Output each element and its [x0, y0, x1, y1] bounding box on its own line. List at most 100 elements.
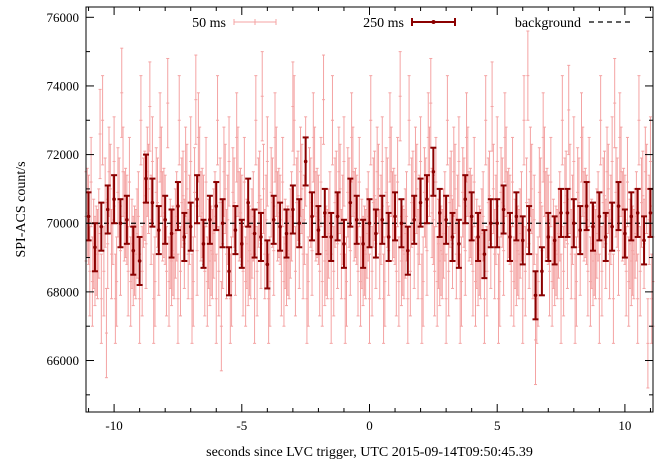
- 250ms-point: [85, 191, 92, 242]
- 250ms-point: [570, 198, 577, 249]
- 50ms-point: [231, 147, 235, 238]
- legend-item: 50 ms: [192, 16, 277, 31]
- 50ms-point: [176, 253, 180, 344]
- 250ms-point: [596, 191, 603, 242]
- 50ms-point: [637, 75, 641, 166]
- 250ms-point: [245, 177, 252, 228]
- 250ms-point: [270, 194, 277, 245]
- 250ms-point: [347, 177, 354, 228]
- 250ms-point: [251, 208, 258, 259]
- 50ms-point: [216, 75, 220, 166]
- 250ms-point: [385, 211, 392, 262]
- 250ms-point: [283, 208, 290, 259]
- 250ms-point: [232, 205, 239, 256]
- 50ms-point: [227, 116, 231, 207]
- 250ms-point: [277, 201, 284, 252]
- 50ms-point: [421, 236, 425, 327]
- 50ms-point: [364, 209, 368, 300]
- 250ms-point: [475, 211, 482, 262]
- 250ms-point: [532, 270, 539, 321]
- y-tick-label: 74000: [47, 78, 80, 93]
- 250ms-point: [187, 201, 194, 252]
- 250ms-point: [455, 218, 462, 269]
- 250ms-point: [123, 194, 130, 245]
- 50ms-point: [101, 75, 105, 166]
- 50ms-point: [292, 75, 296, 166]
- 50ms-point: [320, 236, 324, 327]
- 250ms-point: [340, 218, 347, 269]
- 250ms-point: [162, 194, 169, 245]
- x-tick-label: 0: [366, 418, 373, 433]
- 50ms-point: [193, 147, 197, 238]
- 50ms-point: [232, 157, 236, 248]
- 250ms-point: [423, 174, 430, 225]
- 50ms-point: [329, 253, 333, 344]
- 50ms-point: [434, 136, 438, 228]
- 250ms-point: [379, 194, 386, 245]
- 250ms-point: [602, 211, 609, 262]
- 50ms-point: [127, 136, 131, 228]
- 250ms-point: [449, 211, 456, 262]
- 250ms-point: [468, 191, 475, 242]
- y-axis-label: SPI-ACS count/s: [14, 161, 29, 257]
- 50ms-point: [597, 253, 601, 344]
- 50ms-point: [177, 75, 181, 166]
- series-250ms-layer: [85, 136, 654, 321]
- 50ms-point: [330, 75, 334, 166]
- 250ms-point: [289, 184, 296, 235]
- 250ms-point: [583, 181, 590, 232]
- 50ms-point: [445, 75, 449, 166]
- 250ms-point: [117, 198, 124, 249]
- 50ms-point: [491, 143, 495, 235]
- 50ms-point: [166, 57, 170, 149]
- 250ms-point: [104, 184, 111, 235]
- 50ms-point: [599, 75, 603, 166]
- 50ms-point: [373, 150, 377, 241]
- 50ms-point: [104, 287, 108, 379]
- 250ms-point: [372, 208, 379, 259]
- 250ms-point: [538, 246, 545, 297]
- legend: 50 ms 250 ms background: [192, 16, 631, 31]
- 50ms-point: [204, 136, 208, 228]
- 50ms-point: [120, 47, 124, 138]
- 250ms-point: [366, 198, 373, 249]
- 250ms-point: [494, 198, 501, 249]
- 250ms-point: [136, 235, 143, 287]
- 50ms-point: [525, 157, 529, 248]
- 50ms-point: [194, 54, 198, 145]
- 50ms-point: [139, 75, 143, 166]
- 50ms-point: [461, 147, 465, 238]
- 250ms-point: [143, 153, 150, 204]
- 250ms-point: [526, 205, 533, 256]
- 250ms-point: [149, 177, 156, 228]
- 50ms-point: [319, 136, 323, 228]
- 50ms-point: [490, 61, 494, 152]
- 250ms-point: [500, 184, 507, 235]
- 250ms-point: [213, 181, 220, 232]
- 50ms-point: [219, 281, 223, 372]
- y-tick-label: 70000: [47, 216, 80, 231]
- 250ms-point: [353, 194, 360, 245]
- 250ms-point: [564, 187, 571, 238]
- 250ms-point: [321, 187, 328, 238]
- 50ms-point: [526, 30, 530, 121]
- 50ms-point: [148, 61, 152, 152]
- 50ms-point: [636, 253, 640, 344]
- 250ms-point: [181, 211, 188, 262]
- 50ms-point: [265, 116, 269, 207]
- legend-item: background: [515, 16, 631, 31]
- 250ms-point: [487, 198, 494, 249]
- 250ms-point: [609, 201, 616, 252]
- 250ms-point: [257, 211, 264, 262]
- 250ms-point: [296, 198, 303, 249]
- 250ms-point: [398, 198, 405, 249]
- 50ms-point: [97, 188, 101, 279]
- 50ms-point: [276, 171, 280, 262]
- 50ms-point: [89, 136, 93, 228]
- 250ms-point: [417, 177, 424, 228]
- 250ms-point: [334, 191, 341, 242]
- 50ms-point: [368, 253, 371, 344]
- 50ms-point: [611, 253, 615, 344]
- 250ms-point: [436, 187, 443, 238]
